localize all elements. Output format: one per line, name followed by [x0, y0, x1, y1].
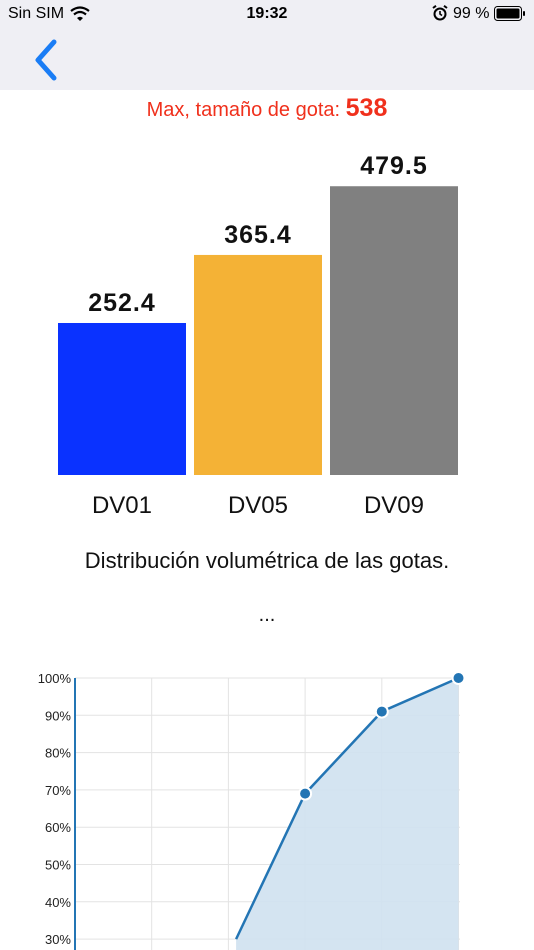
y-tick-label: 60%: [45, 820, 71, 835]
ellipsis-text: ...: [258, 604, 276, 626]
bar-category-label: DV01: [92, 492, 152, 519]
data-point: [374, 704, 389, 719]
status-bar: Sin SIM 19:32 99 %: [0, 0, 534, 30]
bar-value-label: 479.5: [360, 152, 428, 180]
y-tick-label: 80%: [45, 746, 71, 761]
alarm-icon: [432, 5, 448, 21]
chevron-left-icon: [35, 39, 57, 81]
carrier-label: Sin SIM: [8, 5, 65, 22]
battery-icon: [494, 6, 525, 21]
y-tick-label: 70%: [45, 783, 71, 798]
y-tick-label: 40%: [45, 895, 71, 910]
droplet-size-bar-chart: 252.4 DV01 365.4 DV05 479.5 DV09: [58, 152, 458, 519]
chart-subtitle: Distribución volumétrica de las gotas.: [84, 548, 450, 573]
area-fill: [236, 678, 459, 950]
bar: [330, 186, 458, 476]
y-tick-label: 30%: [45, 932, 71, 947]
battery-percent: 99 %: [453, 5, 490, 22]
bar: [58, 322, 186, 475]
max-drop-size-label: Max, tamaño de gota:: [146, 99, 341, 121]
status-time: 19:32: [246, 5, 288, 22]
bar-category-label: DV05: [228, 492, 288, 519]
volumetric-distribution-chart: 100% 90% 80% 70% 60% 50% 40% 30%: [38, 671, 466, 950]
y-tick-label: 100%: [38, 671, 72, 686]
bar: [194, 254, 322, 475]
bar-value-label: 252.4: [88, 289, 156, 317]
y-tick-label: 50%: [45, 858, 71, 873]
navigation-bar: [0, 30, 534, 90]
data-point: [298, 786, 313, 801]
bar-category-label: DV09: [364, 492, 424, 519]
data-point: [451, 671, 466, 685]
wifi-icon: [70, 6, 90, 21]
max-drop-size-value: 538: [345, 94, 388, 122]
bar-value-label: 365.4: [224, 221, 292, 249]
back-button[interactable]: [28, 38, 68, 82]
series-line: [234, 676, 460, 940]
max-drop-size: Max, tamaño de gota: 538: [0, 94, 534, 123]
y-tick-label: 90%: [45, 708, 71, 723]
